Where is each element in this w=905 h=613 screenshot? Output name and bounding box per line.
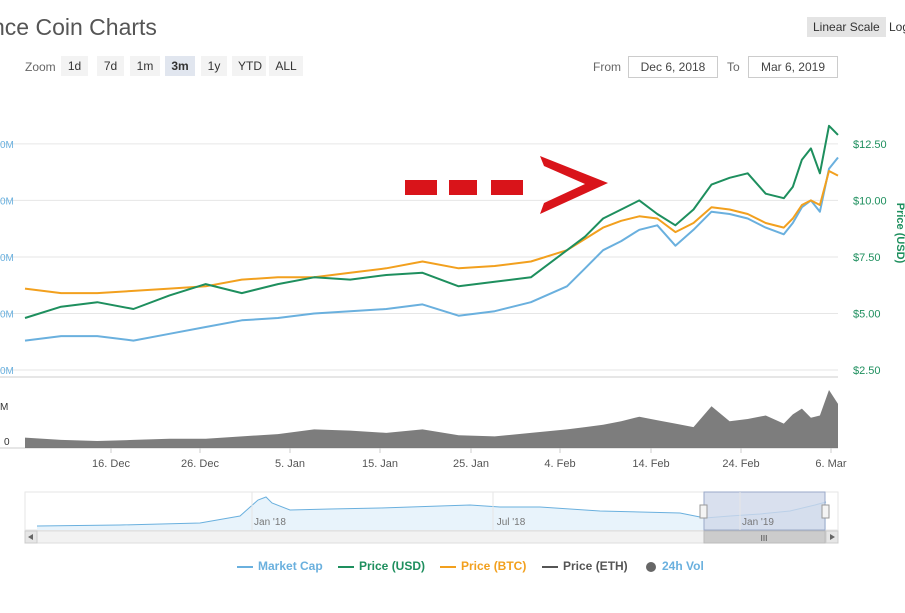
linear-scale-button[interactable]: Linear Scale (807, 17, 886, 37)
navigator-label: Jan '18 (254, 517, 286, 528)
legend-price-btc[interactable]: Price (BTC) (440, 558, 526, 574)
legend-price-usd[interactable]: Price (USD) (338, 558, 425, 574)
x-tick-label: 25. Jan (453, 458, 489, 470)
series-price-usd (24, 124, 839, 319)
price-lines (24, 124, 839, 342)
series-24h-vol (25, 390, 838, 448)
left-tick-label: 0M (0, 309, 14, 320)
right-tick-label: $2.50 (853, 365, 881, 377)
arrow-head (540, 156, 608, 214)
log-scale-button[interactable]: Log (889, 20, 905, 34)
legend-label-price-btc: Price (BTC) (461, 559, 527, 573)
scroll-right-arrow-icon (830, 534, 835, 540)
legend-label-price-usd: Price (USD) (359, 559, 426, 573)
zoom-label: Zoom (25, 60, 56, 74)
right-tick-label: $10.00 (853, 195, 887, 207)
legend-swatch-market-cap (237, 565, 253, 568)
right-tick-label: $5.00 (853, 308, 881, 320)
right-tick-label: $7.50 (853, 252, 881, 264)
from-date-input[interactable]: Dec 6, 2018 (628, 56, 718, 78)
zoom-1y-button[interactable]: 1y (201, 56, 227, 76)
zoom-7d-button[interactable]: 7d (97, 56, 124, 76)
x-tick-label: 4. Feb (544, 458, 575, 470)
arrow-dash-3 (491, 180, 523, 195)
arrow-dash-2 (449, 180, 477, 195)
left-tick-label: 0M (0, 196, 14, 207)
scroll-left-arrow-icon (28, 534, 33, 540)
red-arrow-annotation (405, 156, 608, 214)
right-tick-label: $12.50 (853, 139, 887, 151)
navigator-left-handle[interactable] (699, 504, 708, 519)
page-title: nce Coin Charts (0, 14, 157, 40)
zoom-3m-button[interactable]: 3m (165, 56, 195, 76)
left-tick-label: 0M (0, 366, 14, 377)
series-price-btc (24, 170, 839, 295)
legend-price-eth[interactable]: Price (ETH) (542, 558, 628, 574)
from-label: From (593, 60, 621, 74)
scrollbar-thumb[interactable] (703, 530, 826, 544)
legend-swatch-price-btc (440, 565, 456, 568)
x-tick-label: 15. Jan (362, 458, 398, 470)
legend-dot-24h-vol (646, 561, 656, 572)
x-tick-label: 24. Feb (722, 458, 759, 470)
legend-24h-vol[interactable]: 24h Vol (646, 558, 704, 574)
x-axis-ticks: 16. Dec 26. Dec 5. Jan 15. Jan 25. Jan 4. Feb… (92, 448, 847, 470)
legend-swatch-price-usd (338, 565, 354, 568)
left-tick-label: 0M (0, 253, 14, 264)
series-market-cap (24, 156, 839, 342)
volume-series (25, 390, 838, 448)
x-tick-label: 14. Feb (632, 458, 669, 470)
legend-label-price-eth: Price (ETH) (563, 559, 628, 573)
x-tick-label: 26. Dec (181, 458, 219, 470)
navigator: Jan '18 Jul '18 Jan '19 III (24, 491, 839, 544)
x-tick-label: 16. Dec (92, 458, 130, 470)
x-tick-label: 5. Jan (275, 458, 305, 470)
navigator-label: Jul '18 (497, 517, 526, 528)
zoom-all-button[interactable]: ALL (269, 56, 303, 76)
right-axis-title: Price (USD) (894, 203, 905, 264)
navigator-area (37, 497, 826, 530)
left-tick-label: 0M (0, 140, 14, 151)
to-label: To (727, 60, 740, 74)
navigator-label: Jan '19 (742, 517, 774, 528)
volume-tick-label: M (0, 402, 8, 413)
scrollbar-grip: III (761, 534, 768, 543)
legend-label-market-cap: Market Cap (258, 559, 323, 573)
x-tick-label: 6. Mar (815, 458, 847, 470)
legend-label-24h-vol: 24h Vol (662, 559, 704, 573)
navigator-right-handle[interactable] (821, 504, 830, 519)
zoom-1d-button[interactable]: 1d (61, 56, 88, 76)
arrow-dash-1 (405, 180, 437, 195)
volume-tick-label: 0 (4, 437, 10, 448)
zoom-1m-button[interactable]: 1m (130, 56, 160, 76)
zoom-ytd-button[interactable]: YTD (232, 56, 266, 76)
legend-market-cap[interactable]: Market Cap (237, 558, 323, 574)
left-axis-ticks: 0M 0M 0M 0M 0M M 0 (0, 140, 14, 448)
right-axis-ticks: $2.50 $5.00 $7.50 $10.00 $12.50 (853, 139, 887, 377)
to-date-input[interactable]: Mar 6, 2019 (748, 56, 838, 78)
legend-swatch-price-eth (542, 565, 558, 568)
